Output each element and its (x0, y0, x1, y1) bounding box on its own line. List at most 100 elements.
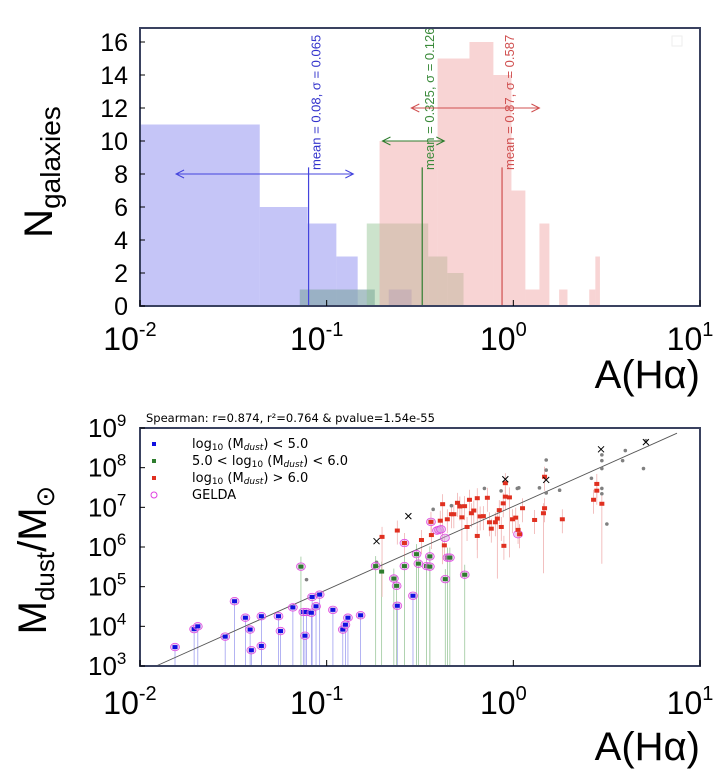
arrow-head-left (410, 103, 420, 113)
blue-point (242, 615, 248, 620)
green-point (373, 564, 379, 569)
text-span: log (192, 471, 212, 486)
y-tick-label: 14 (100, 62, 128, 90)
x-tick-label: 101 (667, 683, 714, 721)
red-point (477, 514, 483, 519)
text-span: 10 (252, 460, 264, 470)
text-span: ) > 6.0 (263, 471, 308, 486)
grey-point (620, 458, 625, 463)
legend-marker (152, 476, 156, 480)
legend-label: 5.0 < log10 (Mdust) < 6.0 (192, 454, 348, 470)
red-point (440, 502, 446, 507)
text-span: M (11, 601, 55, 634)
grey-point (600, 458, 604, 463)
blue-point (345, 615, 351, 620)
y-tick-label: 4 (114, 227, 128, 255)
blue-point (232, 599, 238, 604)
blue-point (302, 633, 308, 638)
red-point (459, 515, 465, 520)
blue-point (275, 614, 281, 619)
x-tick-label: 10-1 (290, 683, 343, 721)
red-point (517, 532, 523, 537)
red-point (501, 543, 507, 548)
grey-point (499, 489, 503, 493)
text-span: 0 (516, 319, 527, 341)
text-span: GELDA (192, 488, 236, 503)
green-point (379, 569, 385, 574)
grey-point (431, 507, 435, 512)
y-tick-label: 104 (88, 609, 126, 641)
y-tick-label: 0 (114, 293, 128, 321)
red-point (500, 501, 506, 506)
histogram-bar (388, 289, 412, 306)
blue-point (410, 593, 416, 598)
red-point (428, 519, 434, 524)
text-span: A(Hα) (595, 725, 700, 769)
red-point (488, 526, 494, 531)
histogram-bar (259, 207, 308, 306)
red-point (540, 511, 546, 516)
red-point (502, 481, 508, 486)
mean-label: mean = 0.325, σ = 0.126 (422, 28, 437, 170)
red-point (594, 481, 600, 486)
text-span: log (192, 437, 212, 452)
green-point (401, 564, 407, 569)
text-span: ) < 5.0 (263, 437, 308, 452)
chart-title: Spearman: r=0.874, r²=0.764 & pvalue=1.5… (146, 411, 435, 425)
text-span: ) < 6.0 (303, 454, 348, 469)
red-point (498, 524, 504, 529)
blue-point (342, 622, 348, 627)
grey-point (449, 503, 454, 508)
y-tick-label: 2 (114, 260, 128, 288)
text-span: 10 (480, 685, 516, 721)
y-axis-label: Ngalaxies (17, 106, 66, 238)
histogram-bar (307, 223, 337, 306)
x-tick-label: 10-2 (103, 319, 156, 357)
fit-line (155, 432, 678, 667)
red-point (379, 534, 385, 539)
blue-point (317, 592, 323, 597)
arrow-head-left (174, 169, 185, 179)
y-tick-label: 106 (88, 530, 126, 562)
blue-point (278, 629, 284, 634)
histogram-bar (428, 256, 448, 306)
histogram-bar (589, 289, 596, 306)
blue-point (308, 610, 314, 615)
y-tick-label: 16 (100, 29, 128, 57)
red-point (474, 496, 480, 501)
text-span: 10 (212, 443, 224, 453)
grey-point (641, 466, 646, 471)
blue-point (172, 645, 178, 650)
text-span: N (17, 209, 61, 238)
histogram-bar (559, 289, 568, 306)
text-span: 10 (667, 685, 703, 721)
text-span: 10 (480, 321, 516, 357)
grey-point (623, 448, 628, 453)
histogram-bar (525, 289, 540, 306)
text-span: 9 (117, 411, 126, 430)
red-point (466, 497, 472, 502)
grey-point (600, 491, 604, 496)
blue-point (258, 614, 264, 619)
blue-point (195, 624, 201, 629)
red-point (502, 494, 508, 499)
red-point (474, 533, 480, 538)
red-point (457, 504, 463, 509)
red-point (513, 515, 519, 520)
red-point (599, 501, 605, 506)
y-tick-label: 10 (100, 128, 128, 156)
text-span: dust (284, 460, 304, 470)
red-point (480, 514, 486, 519)
histogram-bar (299, 289, 375, 306)
text-span: 1 (702, 683, 713, 705)
legend-marker (152, 459, 156, 463)
y-tick-label: 108 (88, 451, 126, 483)
text-span: 10 (88, 413, 117, 443)
blue-point (290, 605, 296, 610)
red-point (437, 518, 443, 523)
grey-point (589, 476, 594, 481)
text-span: -1 (326, 319, 344, 341)
histogram-bar (140, 124, 260, 306)
red-point (418, 538, 424, 543)
